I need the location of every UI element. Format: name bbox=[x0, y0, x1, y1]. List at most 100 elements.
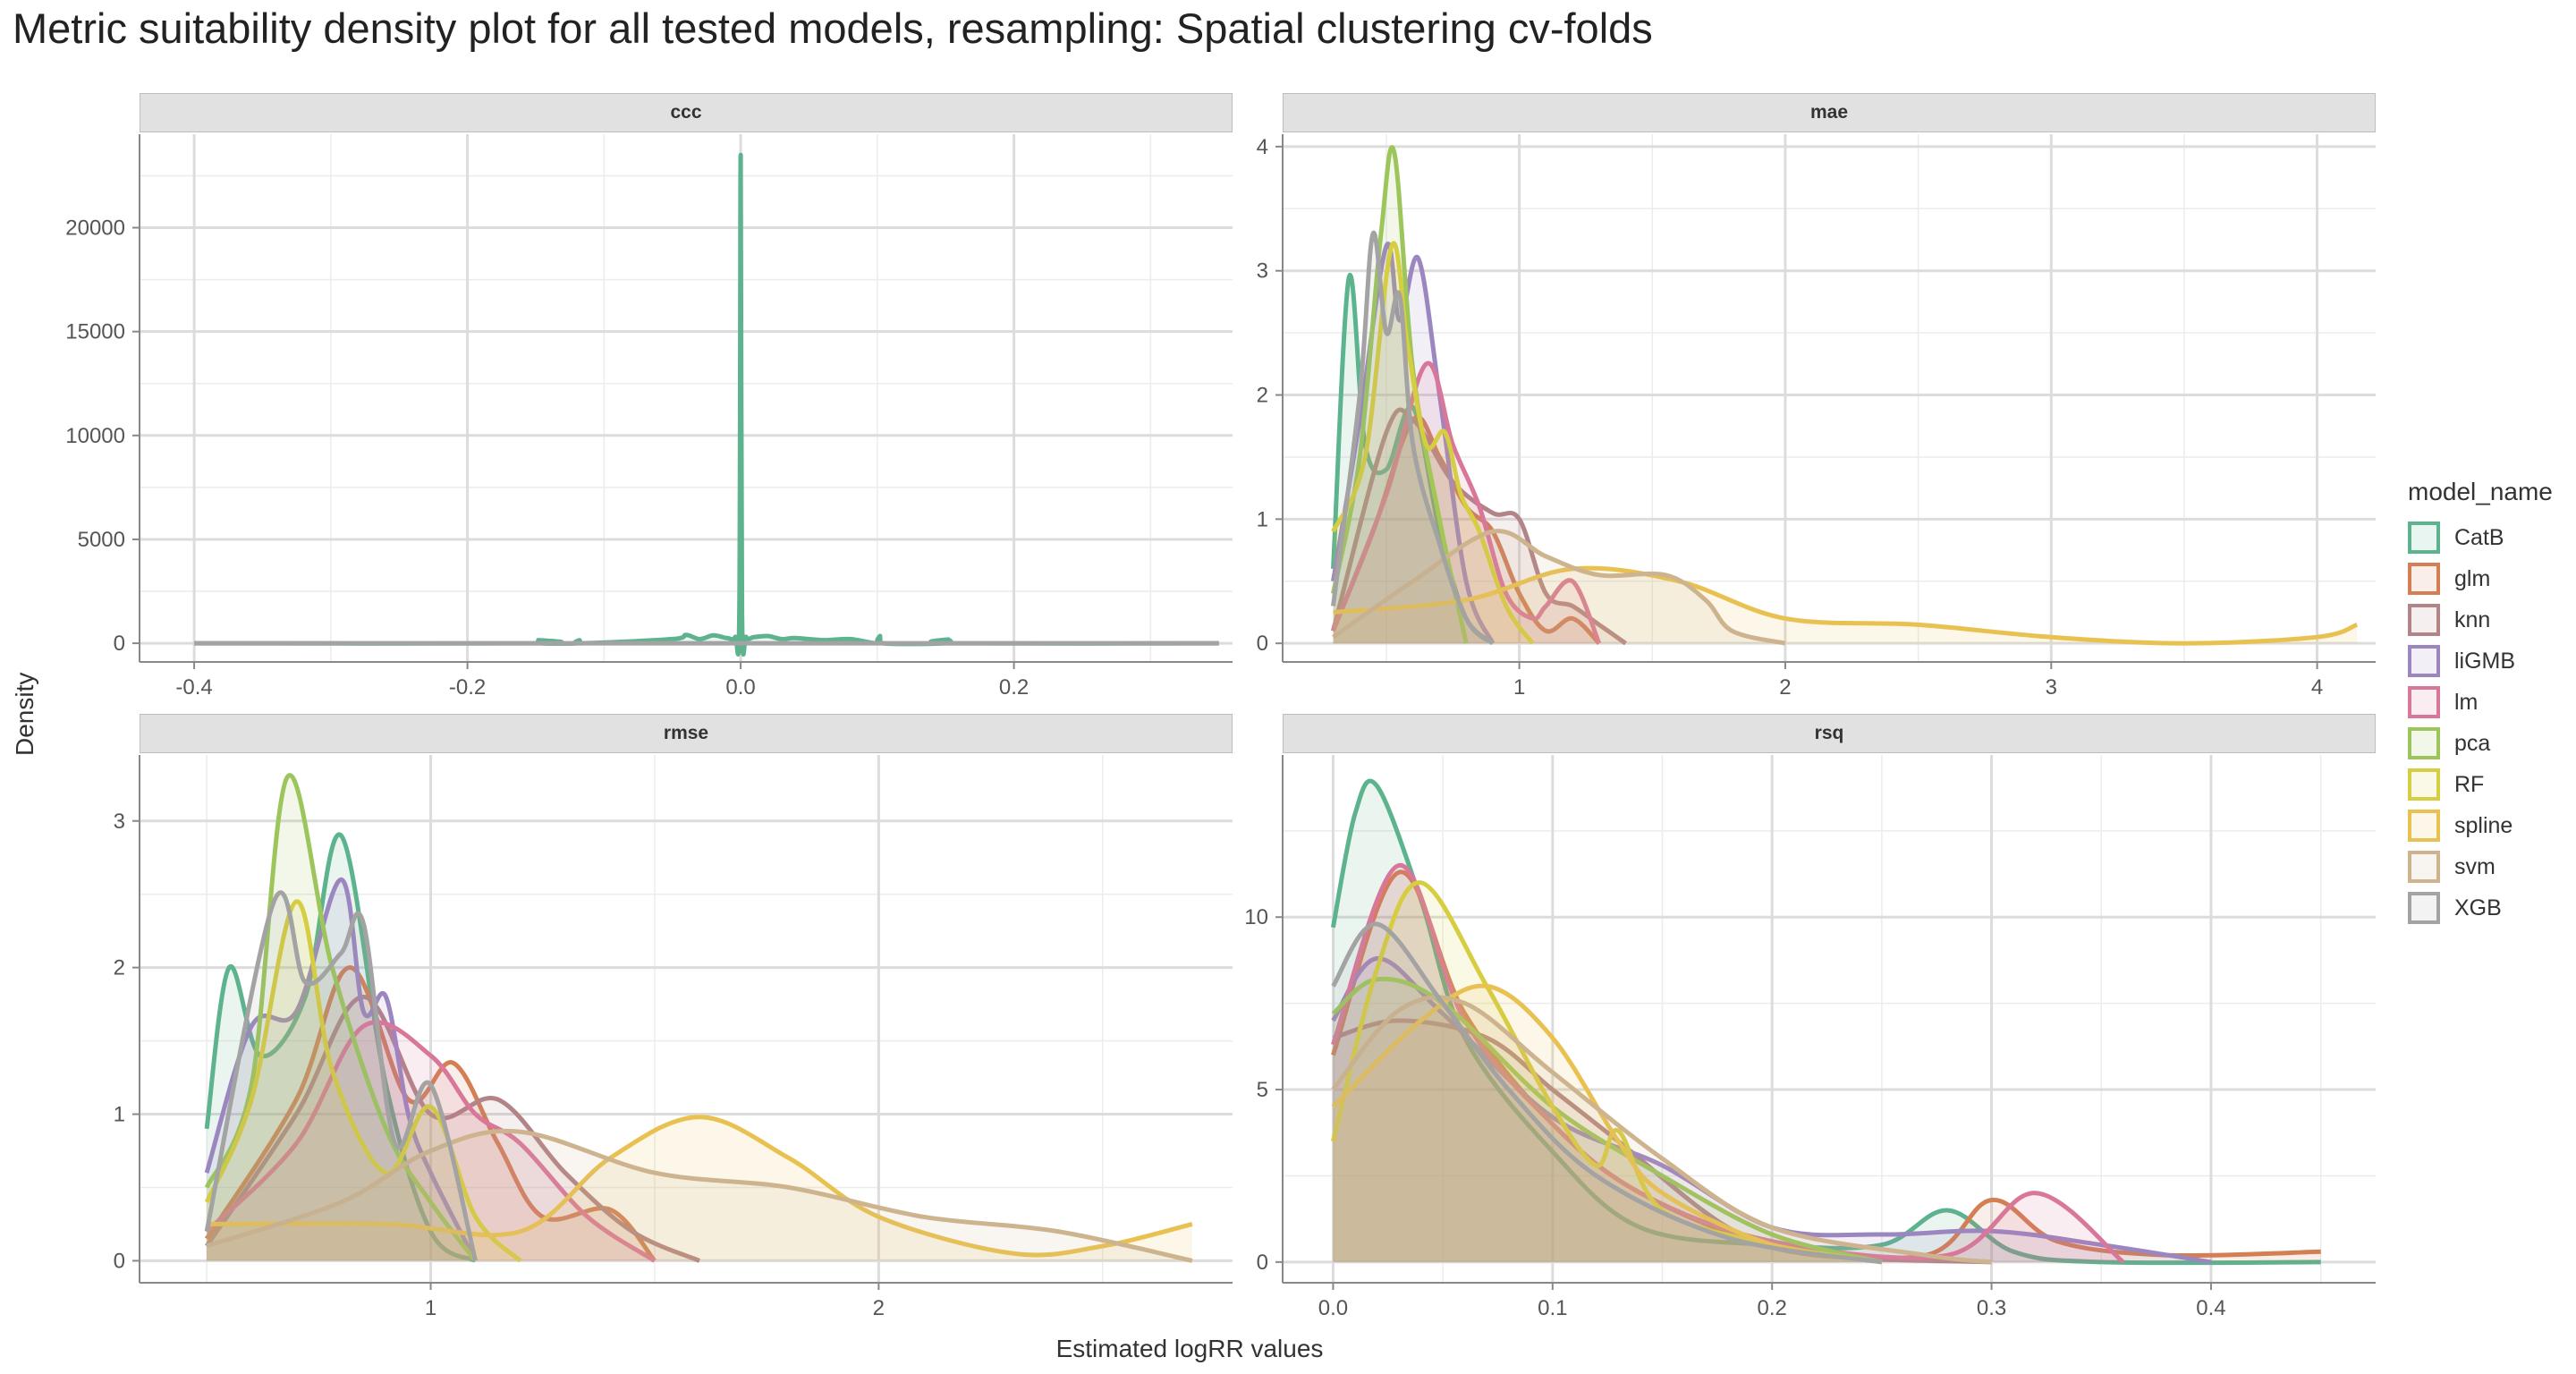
legend-title: model_name bbox=[2408, 478, 2553, 505]
legend-label: RF bbox=[2454, 771, 2485, 797]
legend-label: CatB bbox=[2454, 524, 2504, 550]
y-tick-label: 15000 bbox=[65, 320, 125, 344]
legend-item-spline: spline bbox=[2408, 805, 2553, 846]
legend-items: CatB glm knn liGMB lm pca RF spline svm XGB bbox=[2408, 517, 2553, 929]
y-tick-label: 1 bbox=[1257, 507, 1268, 531]
density-area-svm bbox=[1333, 997, 1992, 1262]
legend-item-svm: svm bbox=[2408, 846, 2553, 887]
density-line-lm bbox=[205, 1020, 657, 1263]
x-tick-label: 3 bbox=[2046, 675, 2057, 700]
x-tick-label: 2 bbox=[1779, 675, 1791, 700]
panel-strip-rsq: rsq bbox=[1283, 714, 2376, 753]
density-line-CatB bbox=[194, 152, 1219, 657]
density-line-XGB bbox=[204, 890, 479, 1262]
density-line-glm bbox=[204, 965, 657, 1263]
density-area-pca bbox=[1333, 979, 1882, 1262]
legend-label: svm bbox=[2454, 853, 2496, 879]
density-area-XGB bbox=[1333, 233, 1493, 644]
y-tick-label: 0 bbox=[1257, 1251, 1268, 1275]
density-area-spline bbox=[207, 1116, 1192, 1261]
density-area-spline bbox=[1333, 986, 1882, 1262]
y-tick-label: 10000 bbox=[65, 424, 125, 448]
panel-rmse: rmse 1 2 0 1 2 3 bbox=[114, 714, 1233, 1320]
grid bbox=[140, 134, 1233, 662]
legend-key bbox=[2408, 892, 2440, 924]
legend-label: pca bbox=[2454, 730, 2491, 756]
density-line-pca bbox=[204, 773, 478, 1262]
plot-area-mae: 1 2 3 4 0 1 2 3 4 bbox=[1257, 134, 2376, 700]
x-tick-label: 1 bbox=[1513, 675, 1525, 700]
legend-label: knn bbox=[2454, 606, 2491, 632]
legend-key bbox=[2408, 851, 2440, 883]
density-area-spline bbox=[1333, 568, 2358, 644]
legend-item-liGMB: liGMB bbox=[2408, 640, 2553, 682]
x-tick-label: 4 bbox=[2311, 675, 2323, 700]
y-tick-label: 5 bbox=[1257, 1078, 1268, 1102]
density-area-liGMB bbox=[207, 879, 476, 1261]
x-tick-label: -0.4 bbox=[175, 675, 212, 700]
grid bbox=[1283, 134, 2376, 662]
x-axis-label: Estimated logRR values bbox=[1055, 1335, 1324, 1362]
density-line-RF bbox=[1331, 241, 1535, 645]
chart-title: Metric suitability density plot for all … bbox=[13, 4, 1653, 52]
density-line-lm bbox=[1331, 862, 2125, 1264]
density-area-CatB bbox=[1333, 781, 2321, 1263]
legend-item-XGB: XGB bbox=[2408, 887, 2553, 929]
grid bbox=[140, 755, 1233, 1283]
y-tick-label: 3 bbox=[114, 810, 125, 834]
density-area-CatB bbox=[1333, 275, 1493, 644]
density-line-spline bbox=[1333, 565, 2359, 646]
y-tick-label: 4 bbox=[1257, 135, 1268, 159]
y-axis-label: Density bbox=[11, 672, 38, 756]
legend-key bbox=[2408, 768, 2440, 801]
panel-strip-mae: mae bbox=[1283, 93, 2376, 132]
density-area-CatB bbox=[194, 155, 1219, 655]
x-tick-label: 0.2 bbox=[1758, 1296, 1787, 1320]
density-line-XGB bbox=[1331, 921, 1883, 1265]
legend: model_name CatB glm knn liGMB lm pca RF spline s… bbox=[2408, 478, 2553, 929]
legend-item-RF: RF bbox=[2408, 764, 2553, 805]
legend-key bbox=[2408, 686, 2440, 718]
legend-item-lm: lm bbox=[2408, 682, 2553, 723]
plot-area-ccc: -0.4 -0.2 0.0 0.2 0 5000 10000 15000 20000 bbox=[65, 134, 1233, 700]
x-tick-label: 2 bbox=[873, 1296, 885, 1320]
legend-label: glm bbox=[2454, 565, 2491, 591]
density-area-lm bbox=[207, 1022, 655, 1261]
x-tick-label: 0.0 bbox=[1318, 1296, 1348, 1320]
x-tick-label: 1 bbox=[425, 1296, 436, 1320]
panel-rsq: rsq 0.0 0.1 0.2 0.3 0.4 0 5 10 bbox=[1244, 714, 2376, 1320]
legend-label: XGB bbox=[2454, 895, 2502, 920]
density-line-spline bbox=[1331, 983, 1883, 1265]
density-area-RF bbox=[207, 901, 521, 1261]
legend-item-glm: glm bbox=[2408, 558, 2553, 599]
density-series-group bbox=[1330, 778, 2321, 1266]
y-tick-label: 1 bbox=[114, 1103, 125, 1127]
panel-strip-rmse: rmse bbox=[140, 714, 1233, 753]
density-line-CatB bbox=[1330, 778, 2321, 1266]
x-tick-label: 0.4 bbox=[2196, 1296, 2225, 1320]
legend-key bbox=[2408, 604, 2440, 636]
y-tick-label: 0 bbox=[114, 632, 125, 656]
density-area-lm bbox=[1333, 865, 2123, 1262]
y-tick-label: 5000 bbox=[78, 528, 125, 552]
y-tick-label: 2 bbox=[1257, 384, 1268, 408]
density-series-group bbox=[1331, 145, 2359, 646]
panel-strip-ccc: ccc bbox=[140, 93, 1233, 132]
legend-key bbox=[2408, 563, 2440, 595]
density-series-group bbox=[204, 773, 1193, 1263]
y-tick-label: 3 bbox=[1257, 259, 1268, 284]
plot-area-rsq: 0.0 0.1 0.2 0.3 0.4 0 5 10 bbox=[1244, 755, 2376, 1320]
x-tick-label: 0.0 bbox=[725, 675, 755, 700]
density-line-svm bbox=[1332, 529, 1786, 646]
density-line-knn bbox=[1331, 407, 1627, 646]
legend-key bbox=[2408, 810, 2440, 842]
legend-label: liGMB bbox=[2454, 648, 2516, 674]
legend-item-knn: knn bbox=[2408, 599, 2553, 640]
density-line-liGMB bbox=[204, 877, 478, 1262]
y-tick-label: 0 bbox=[1257, 632, 1268, 656]
legend-item-pca: pca bbox=[2408, 723, 2553, 764]
plot-area-rmse: 1 2 0 1 2 3 bbox=[114, 755, 1233, 1320]
y-tick-label: 0 bbox=[114, 1249, 125, 1273]
density-area-XGB bbox=[207, 892, 476, 1261]
density-line-svm bbox=[206, 1128, 1193, 1263]
